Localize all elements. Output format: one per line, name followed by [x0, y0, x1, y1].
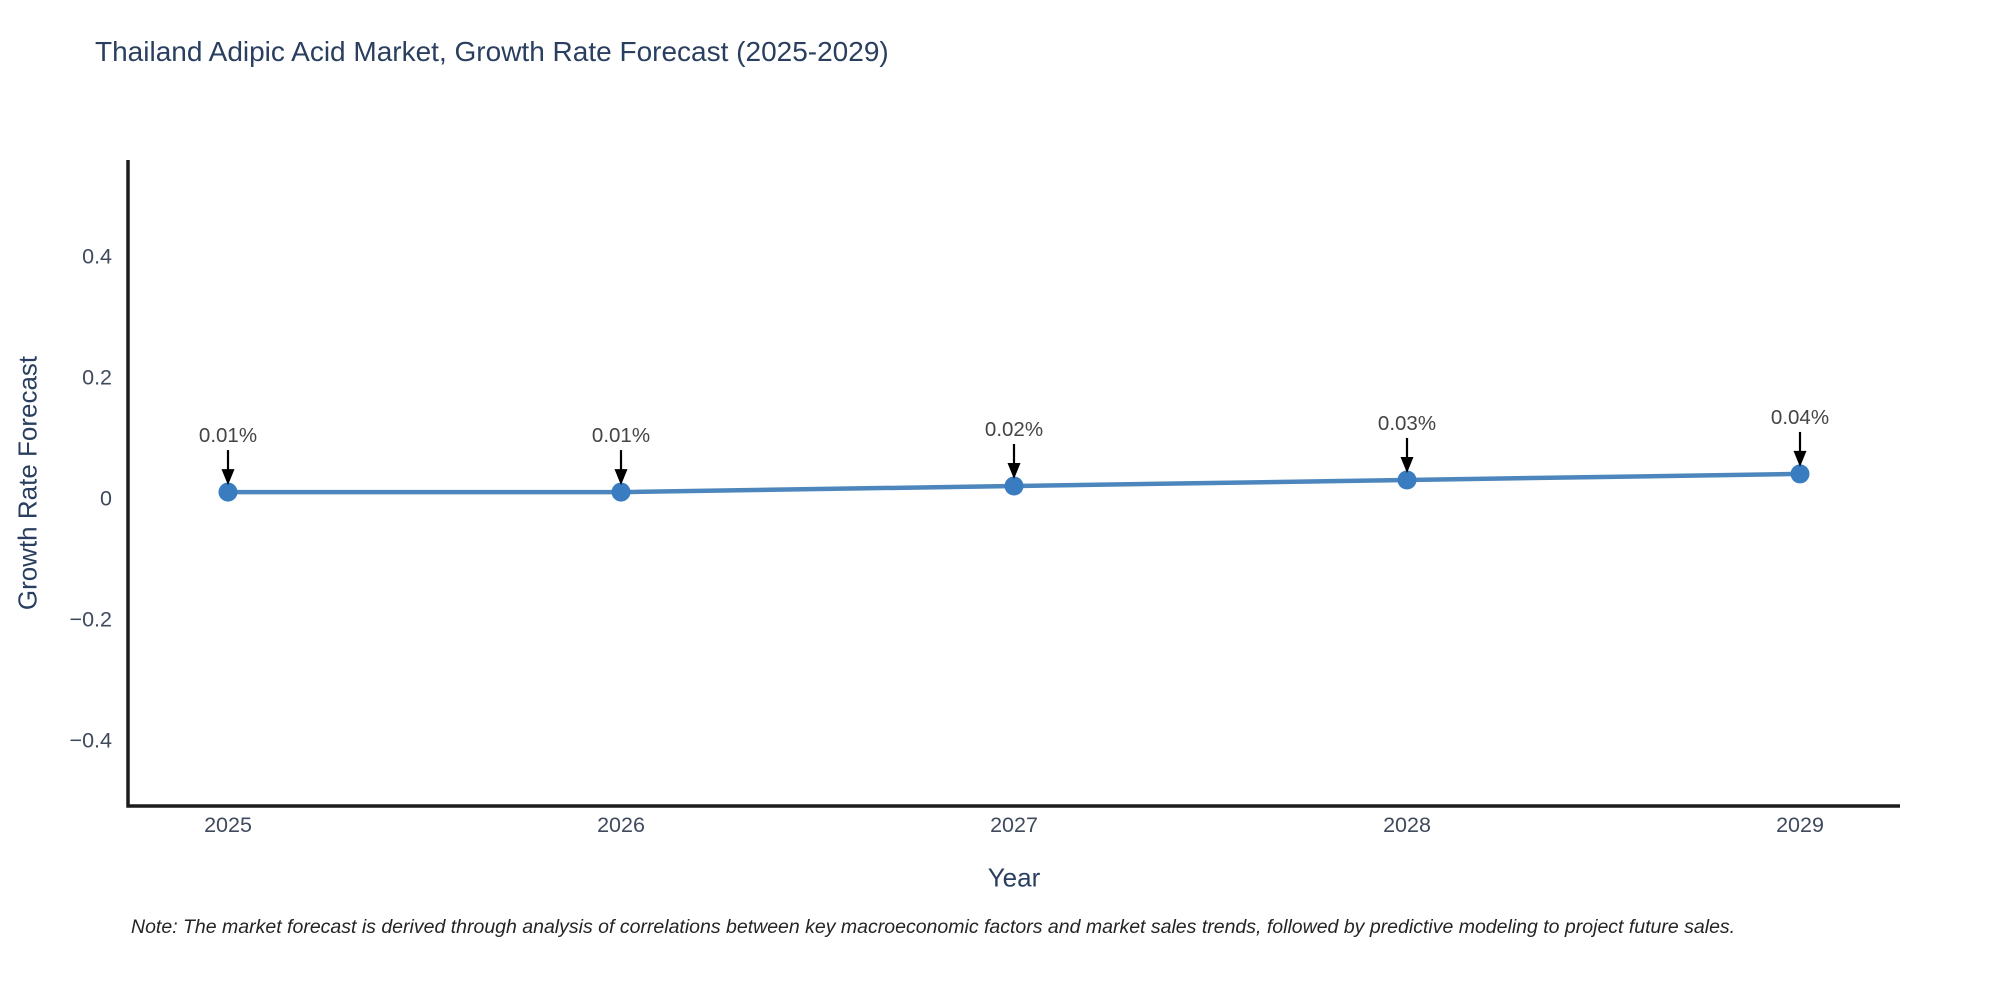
x-tick-label: 2026 [597, 813, 645, 837]
footnote: Note: The market forecast is derived thr… [131, 916, 1736, 938]
x-tick-label: 2025 [204, 813, 252, 837]
y-tick-label: 0.4 [82, 245, 112, 269]
data-point-marker [1790, 464, 1810, 484]
annotation-arrowhead-icon [221, 469, 235, 486]
data-point-label: 0.04% [1771, 406, 1829, 429]
data-point-marker [1004, 476, 1024, 496]
data-point-marker [1397, 470, 1417, 490]
x-tick-label: 2027 [990, 813, 1038, 837]
x-axis-title: Year [987, 862, 1041, 893]
y-tick-label: −0.4 [70, 729, 112, 753]
x-tick-label: 2029 [1776, 813, 1824, 837]
chart-title: Thailand Adipic Acid Market, Growth Rate… [95, 36, 889, 67]
y-tick-label: 0.2 [82, 366, 112, 390]
y-tick-label: 0 [100, 487, 112, 511]
annotation-arrowhead-icon [1007, 463, 1021, 480]
data-point-label: 0.01% [592, 424, 650, 447]
y-tick-label: −0.2 [70, 608, 112, 632]
data-point-marker [218, 482, 238, 502]
data-point-label: 0.02% [985, 418, 1043, 441]
annotation-arrowhead-icon [1400, 456, 1414, 473]
axis-lines [126, 160, 1900, 808]
y-axis-title: Growth Rate Forecast [12, 355, 43, 611]
data-point-label: 0.03% [1378, 412, 1436, 435]
annotation-arrowhead-icon [614, 469, 628, 486]
x-tick-label: 2028 [1383, 813, 1431, 837]
data-point-marker [611, 482, 631, 502]
annotation-arrowhead-icon [1793, 450, 1807, 467]
data-point-label: 0.01% [199, 424, 257, 447]
